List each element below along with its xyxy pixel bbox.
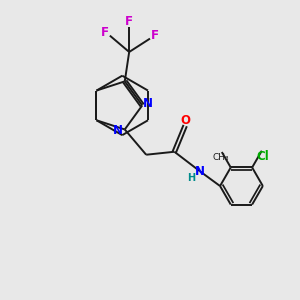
Text: N: N — [195, 165, 205, 178]
Text: N: N — [143, 98, 153, 110]
Text: F: F — [151, 29, 159, 42]
Text: F: F — [100, 26, 109, 39]
Text: O: O — [180, 114, 190, 127]
Text: F: F — [125, 15, 133, 28]
Text: H: H — [187, 172, 195, 183]
Text: Cl: Cl — [256, 150, 269, 163]
Text: CH₃: CH₃ — [212, 153, 229, 162]
Text: N: N — [113, 124, 123, 136]
